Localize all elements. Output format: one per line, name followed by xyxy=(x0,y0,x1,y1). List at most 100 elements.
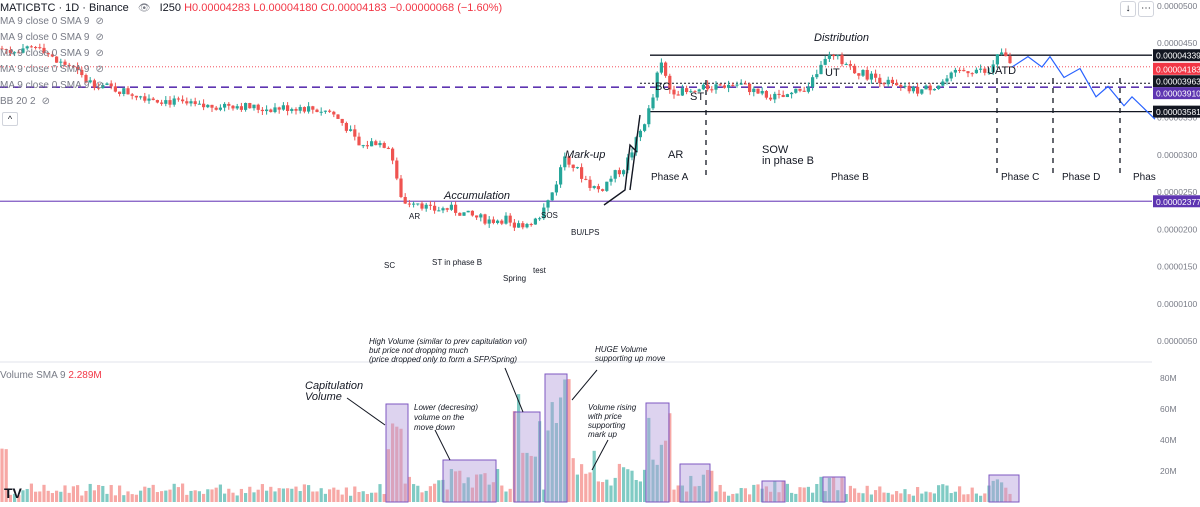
indicator-ma-1[interactable]: MA 9 close 0 SMA 9 ⊘ xyxy=(0,14,104,29)
candle-body xyxy=(815,74,819,78)
eye-crossed-icon[interactable]: ⊘ xyxy=(95,48,104,59)
volume-bar xyxy=(0,448,4,502)
candle-body xyxy=(202,103,206,108)
price-axis-tick: 0.0000200 xyxy=(1157,224,1197,234)
volume-bar xyxy=(865,485,869,502)
candle-body xyxy=(882,83,886,85)
candle-body xyxy=(584,178,588,180)
collapse-indicators-button[interactable]: ^ xyxy=(2,112,18,126)
candle-body xyxy=(802,90,806,92)
price-axis-tick: 0.0000350 xyxy=(1157,113,1197,123)
price-axis-tick: 0.0000450 xyxy=(1157,38,1197,48)
candle-body xyxy=(399,178,403,197)
volume-bar xyxy=(92,490,96,502)
candle-body xyxy=(525,224,529,228)
candle-body xyxy=(554,184,558,193)
volume-highlight-box xyxy=(385,403,409,503)
candle-body xyxy=(458,212,462,216)
eye-crossed-icon[interactable]: ⊘ xyxy=(95,16,104,27)
candle-body xyxy=(630,152,634,158)
candle-body xyxy=(769,97,773,100)
eye-crossed-icon[interactable]: ⊘ xyxy=(95,64,104,75)
volume-bar xyxy=(680,485,684,502)
candle-body xyxy=(185,101,189,104)
volume-bar xyxy=(80,495,84,502)
candle-body xyxy=(71,65,75,67)
volume-bar xyxy=(1004,487,1008,502)
candle-body xyxy=(147,98,151,101)
candle-body xyxy=(601,189,605,191)
volume-bar xyxy=(617,463,621,502)
candle-body xyxy=(109,83,113,87)
candle-body xyxy=(605,181,609,191)
indicator-bb[interactable]: BB 20 2 ⊘ xyxy=(0,94,50,109)
volume-bar xyxy=(668,413,672,502)
volume-bar xyxy=(647,417,651,502)
annotation-arrow xyxy=(346,397,386,426)
scroll-down-button[interactable]: ↓ xyxy=(1120,1,1136,17)
annotation-accumulation: Accumulation xyxy=(443,190,510,202)
candle-body xyxy=(428,204,432,206)
volume-bar xyxy=(491,482,495,502)
annotation-arrow xyxy=(591,439,609,471)
candle-body xyxy=(865,69,869,80)
candle-body xyxy=(76,66,80,70)
price-axis-tick: 0.0000050 xyxy=(1157,336,1197,346)
tradingview-logo[interactable]: TV xyxy=(4,485,22,501)
candle-body xyxy=(949,72,953,79)
indicator-ma-3[interactable]: MA 9 close 0 SMA 9 ⊘ xyxy=(0,46,104,61)
more-options-button[interactable]: ⋯ xyxy=(1138,1,1154,17)
volume-bar xyxy=(920,493,924,502)
volume-bar xyxy=(869,494,873,502)
volume-bar xyxy=(563,379,567,502)
candle-body xyxy=(638,130,642,138)
candle-body xyxy=(668,75,672,90)
candle-body xyxy=(533,218,537,225)
candle-body xyxy=(937,85,941,90)
candle-body xyxy=(143,96,147,101)
volume-bar xyxy=(840,477,844,502)
candle-body xyxy=(895,82,899,86)
indicator-ma-2[interactable]: MA 9 close 0 SMA 9 ⊘ xyxy=(0,30,104,45)
price-badge-bg xyxy=(1153,87,1200,100)
annotation-sc: SC xyxy=(384,261,395,270)
indicator-ma-5[interactable]: MA 9 close 0 SMA 9 ⊘ xyxy=(0,78,104,93)
eye-crossed-icon[interactable]: ⊘ xyxy=(95,32,104,43)
candle-body xyxy=(861,69,865,76)
eye-icon[interactable]: 👁 xyxy=(137,3,151,14)
volume-bar xyxy=(395,426,399,502)
volume-indicator-value: 2.289M xyxy=(68,370,102,381)
projection-path xyxy=(1011,55,1156,120)
candle-body xyxy=(580,167,584,179)
volume-bar xyxy=(903,489,907,502)
indicator-ma-4[interactable]: MA 9 close 0 SMA 9 ⊘ xyxy=(0,62,104,77)
price-badge-bg xyxy=(1153,195,1200,208)
candle-body xyxy=(916,86,920,94)
candle-body xyxy=(130,94,134,96)
candle-body xyxy=(227,103,231,106)
candle-body xyxy=(223,103,227,108)
candle-body xyxy=(336,114,340,119)
volume-bar xyxy=(281,488,285,502)
volume-bar xyxy=(895,491,899,502)
candle-body xyxy=(890,79,894,83)
volume-bar xyxy=(979,495,983,502)
eye-crossed-icon[interactable]: ⊘ xyxy=(95,80,104,91)
symbol-title[interactable]: MATICBTC · 1D · Binance xyxy=(0,2,129,14)
eye-crossed-icon[interactable]: ⊘ xyxy=(41,96,50,107)
volume-bar xyxy=(533,456,537,502)
volume-bar xyxy=(832,477,836,502)
volume-bar xyxy=(630,470,634,502)
volume-bar xyxy=(584,473,588,502)
annotation-phase-b: Phase B xyxy=(831,172,869,183)
candle-body xyxy=(311,106,315,110)
candle-body xyxy=(407,203,411,205)
volume-axis-tick: 40M xyxy=(1160,435,1177,445)
volume-bar xyxy=(214,487,218,502)
volume-bar xyxy=(567,379,571,502)
volume-bar xyxy=(638,481,642,502)
candle-body xyxy=(697,89,701,92)
volume-indicator-legend[interactable]: Volume SMA 9 2.289M xyxy=(0,368,102,383)
candle-body xyxy=(798,88,802,91)
